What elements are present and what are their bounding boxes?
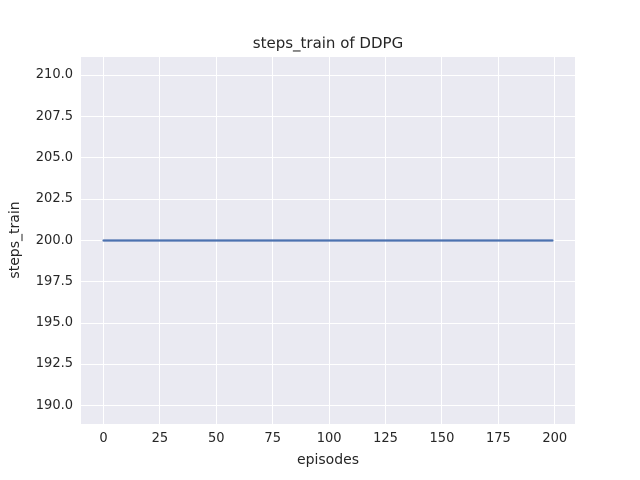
x-tick-label: 175 [485, 431, 511, 446]
chart-title: steps_train of DDPG [252, 34, 404, 52]
x-tick-label: 75 [264, 431, 281, 446]
horizontal-gridline [81, 116, 575, 117]
horizontal-gridline [81, 198, 575, 200]
x-axis-label: episodes [296, 452, 360, 468]
horizontal-gridline [81, 281, 575, 283]
y-tick-label: 190.0 [35, 397, 73, 413]
y-tick-label: 200.0 [35, 232, 73, 248]
x-tick-label: 0 [99, 431, 108, 446]
line-series [102, 239, 554, 242]
y-tick-label: 197.5 [35, 273, 73, 289]
plot-area [81, 57, 575, 424]
x-tick-label: 100 [316, 431, 342, 446]
y-tick-label: 202.5 [35, 191, 73, 207]
y-tick-label: 205.0 [35, 149, 73, 165]
y-tick-label: 207.5 [35, 108, 73, 124]
x-tick-label: 125 [373, 431, 398, 446]
y-tick-label: 192.5 [35, 356, 73, 372]
x-tick-label: 150 [429, 431, 455, 446]
horizontal-gridline [81, 405, 575, 407]
horizontal-gridline [81, 74, 575, 76]
horizontal-gridline [81, 322, 575, 324]
y-tick-label: 210.0 [35, 67, 73, 83]
horizontal-gridline [81, 157, 575, 159]
horizontal-gridline [81, 363, 575, 365]
x-tick-label: 50 [208, 431, 225, 446]
y-tick-label: 195.0 [35, 315, 73, 331]
y-axis-label-text: steps_train [7, 201, 23, 279]
x-tick-label: 200 [542, 431, 568, 446]
x-tick-label: 25 [151, 431, 169, 446]
